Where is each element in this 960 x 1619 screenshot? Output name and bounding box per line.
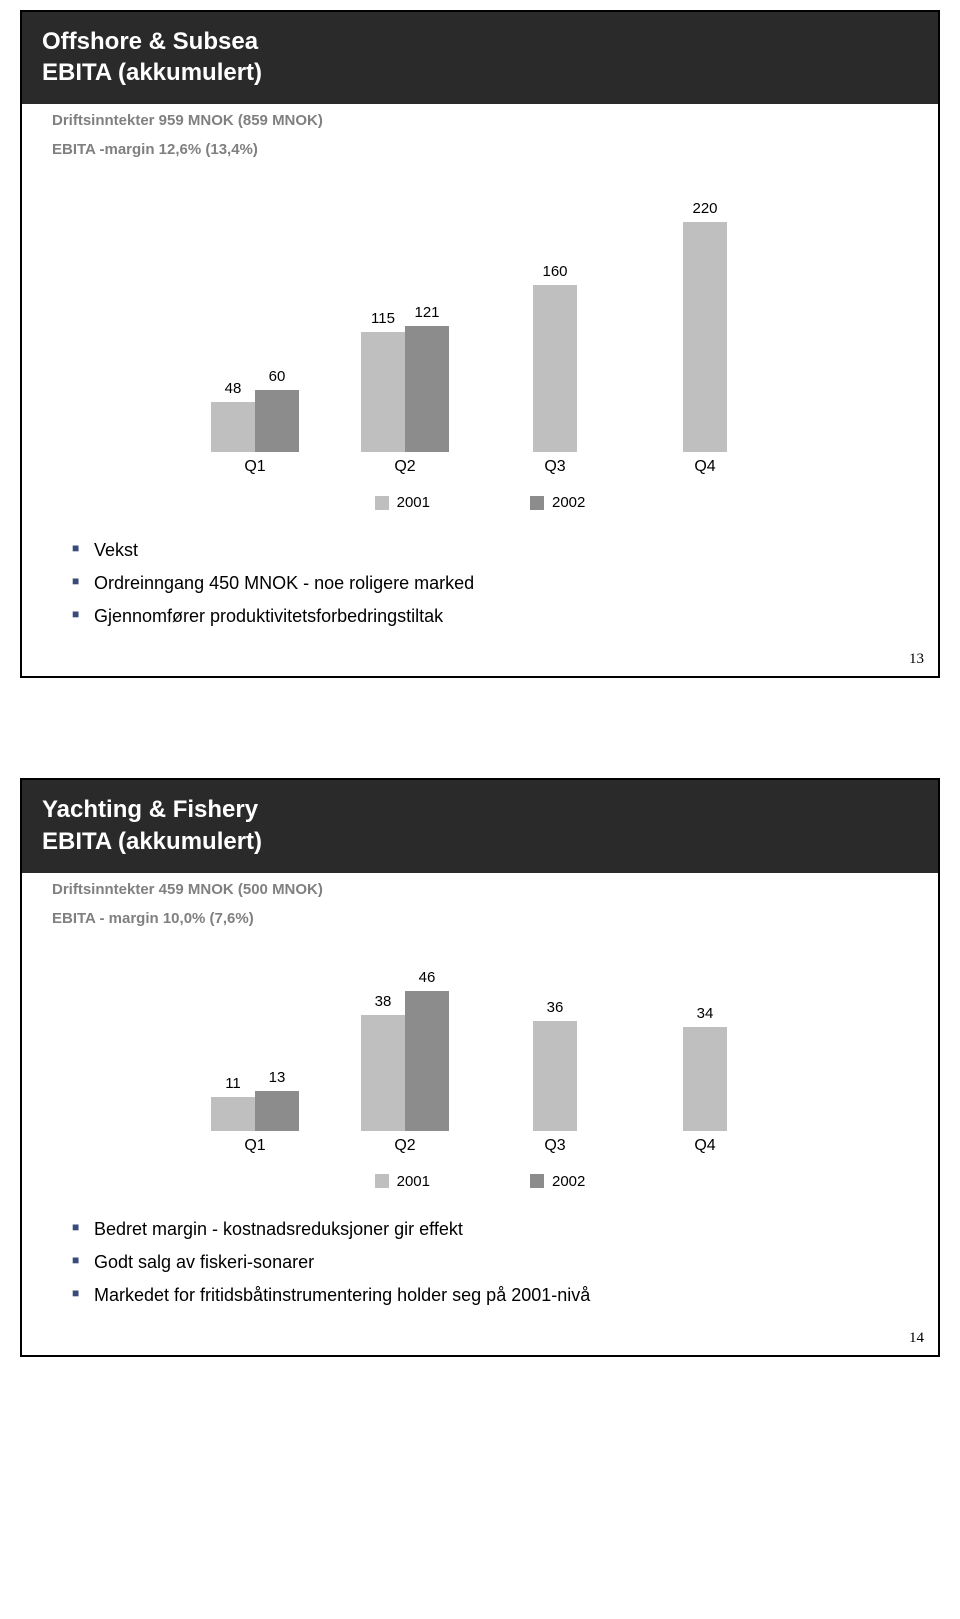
category-row: Q1Q2Q3Q4 xyxy=(180,1137,780,1155)
bar-group: 34 xyxy=(630,1027,780,1130)
bullet-item: Godt salg av fiskeri-sonarer xyxy=(72,1249,898,1276)
slide-yachting-fishery: Yachting & Fishery EBITA (akkumulert) Dr… xyxy=(20,778,940,1356)
legend: 2001 2002 xyxy=(180,1173,780,1190)
legend-item: 2002 xyxy=(530,1173,585,1190)
page-number: 14 xyxy=(909,1330,924,1347)
sub-line-1: Driftsinntekter 459 MNOK (500 MNOK) xyxy=(22,873,938,902)
title-line-1: Offshore & Subsea xyxy=(42,28,258,55)
bullet-item: Ordreinngang 450 MNOK - noe roligere mar… xyxy=(72,570,898,597)
bar-value-label: 115 xyxy=(361,310,405,327)
bar: 36 xyxy=(533,1021,577,1131)
bullet-list: Vekst Ordreinngang 450 MNOK - noe roliger… xyxy=(22,521,938,646)
bar-group: 160 xyxy=(480,285,630,452)
bullet-item: Vekst xyxy=(72,537,898,564)
bar-value-label: 34 xyxy=(683,1005,727,1022)
bar: 13 xyxy=(255,1091,299,1131)
bar-value-label: 13 xyxy=(255,1069,299,1086)
bar-group: 220 xyxy=(630,222,780,452)
title-line-2: EBITA (akkumulert) xyxy=(42,59,262,86)
legend-item: 2001 xyxy=(375,1173,430,1190)
bar-group: 4860 xyxy=(180,390,330,453)
slide-header: Offshore & Subsea EBITA (akkumulert) xyxy=(22,12,938,104)
bar: 48 xyxy=(211,402,255,452)
bar-value-label: 38 xyxy=(361,993,405,1010)
bars-row: 111338463634 xyxy=(180,961,780,1131)
category-label: Q4 xyxy=(630,458,780,476)
bar-value-label: 46 xyxy=(405,969,449,986)
bar-value-label: 48 xyxy=(211,380,255,397)
category-label: Q1 xyxy=(180,458,330,476)
legend-label: 2002 xyxy=(552,494,585,511)
bar: 121 xyxy=(405,326,449,453)
bar-group: 3846 xyxy=(330,991,480,1131)
chart-area: 4860115121160220Q1Q2Q3Q420012002 xyxy=(22,162,938,521)
sub-line-2: EBITA - margin 10,0% (7,6%) xyxy=(22,902,938,931)
bullet-item: Markedet for fritidsbåtinstrumentering h… xyxy=(72,1282,898,1309)
bar-group: 1113 xyxy=(180,1091,330,1131)
category-label: Q1 xyxy=(180,1137,330,1155)
legend-label: 2001 xyxy=(397,1173,430,1190)
sub-line-1: Driftsinntekter 959 MNOK (859 MNOK) xyxy=(22,104,938,133)
legend: 2001 2002 xyxy=(180,494,780,511)
bar: 220 xyxy=(683,222,727,452)
bullet-item: Gjennomfører produktivitetsforbedringsti… xyxy=(72,603,898,630)
bar-chart: 4860115121160220Q1Q2Q3Q420012002 xyxy=(180,192,780,511)
legend-swatch xyxy=(375,1174,389,1188)
bullet-list: Bedret margin - kostnadsreduksjoner gir … xyxy=(22,1200,938,1325)
slide-offshore-subsea: Offshore & Subsea EBITA (akkumulert) Dri… xyxy=(20,10,940,678)
bar-value-label: 11 xyxy=(211,1075,255,1092)
bar: 38 xyxy=(361,1015,405,1131)
bar-value-label: 60 xyxy=(255,368,299,385)
legend-item: 2002 xyxy=(530,494,585,511)
page-number: 13 xyxy=(909,651,924,668)
title-line-2: EBITA (akkumulert) xyxy=(42,828,262,855)
category-label: Q4 xyxy=(630,1137,780,1155)
bars-row: 4860115121160220 xyxy=(180,192,780,452)
category-label: Q2 xyxy=(330,458,480,476)
category-label: Q2 xyxy=(330,1137,480,1155)
chart-area: 111338463634Q1Q2Q3Q420012002 xyxy=(22,931,938,1200)
bar: 11 xyxy=(211,1097,255,1130)
legend-swatch xyxy=(375,496,389,510)
legend-label: 2001 xyxy=(397,494,430,511)
legend-item: 2001 xyxy=(375,494,430,511)
bar: 60 xyxy=(255,390,299,453)
category-label: Q3 xyxy=(480,458,630,476)
bar-group: 115121 xyxy=(330,326,480,453)
category-label: Q3 xyxy=(480,1137,630,1155)
bar-chart: 111338463634Q1Q2Q3Q420012002 xyxy=(180,961,780,1190)
bar: 46 xyxy=(405,991,449,1131)
bar: 115 xyxy=(361,332,405,452)
legend-swatch xyxy=(530,1174,544,1188)
title-line-1: Yachting & Fishery xyxy=(42,796,258,823)
slide-title: Yachting & Fishery EBITA (akkumulert) xyxy=(42,794,918,856)
category-row: Q1Q2Q3Q4 xyxy=(180,458,780,476)
bar-value-label: 160 xyxy=(533,263,577,280)
bar-value-label: 220 xyxy=(683,200,727,217)
bar: 34 xyxy=(683,1027,727,1130)
legend-label: 2002 xyxy=(552,1173,585,1190)
bullet-item: Bedret margin - kostnadsreduksjoner gir … xyxy=(72,1216,898,1243)
sub-line-2: EBITA -margin 12,6% (13,4%) xyxy=(22,133,938,162)
bar-value-label: 121 xyxy=(405,304,449,321)
slide-header: Yachting & Fishery EBITA (akkumulert) xyxy=(22,780,938,872)
bar: 160 xyxy=(533,285,577,452)
slide-title: Offshore & Subsea EBITA (akkumulert) xyxy=(42,26,918,88)
bar-value-label: 36 xyxy=(533,999,577,1016)
bar-group: 36 xyxy=(480,1021,630,1131)
legend-swatch xyxy=(530,496,544,510)
